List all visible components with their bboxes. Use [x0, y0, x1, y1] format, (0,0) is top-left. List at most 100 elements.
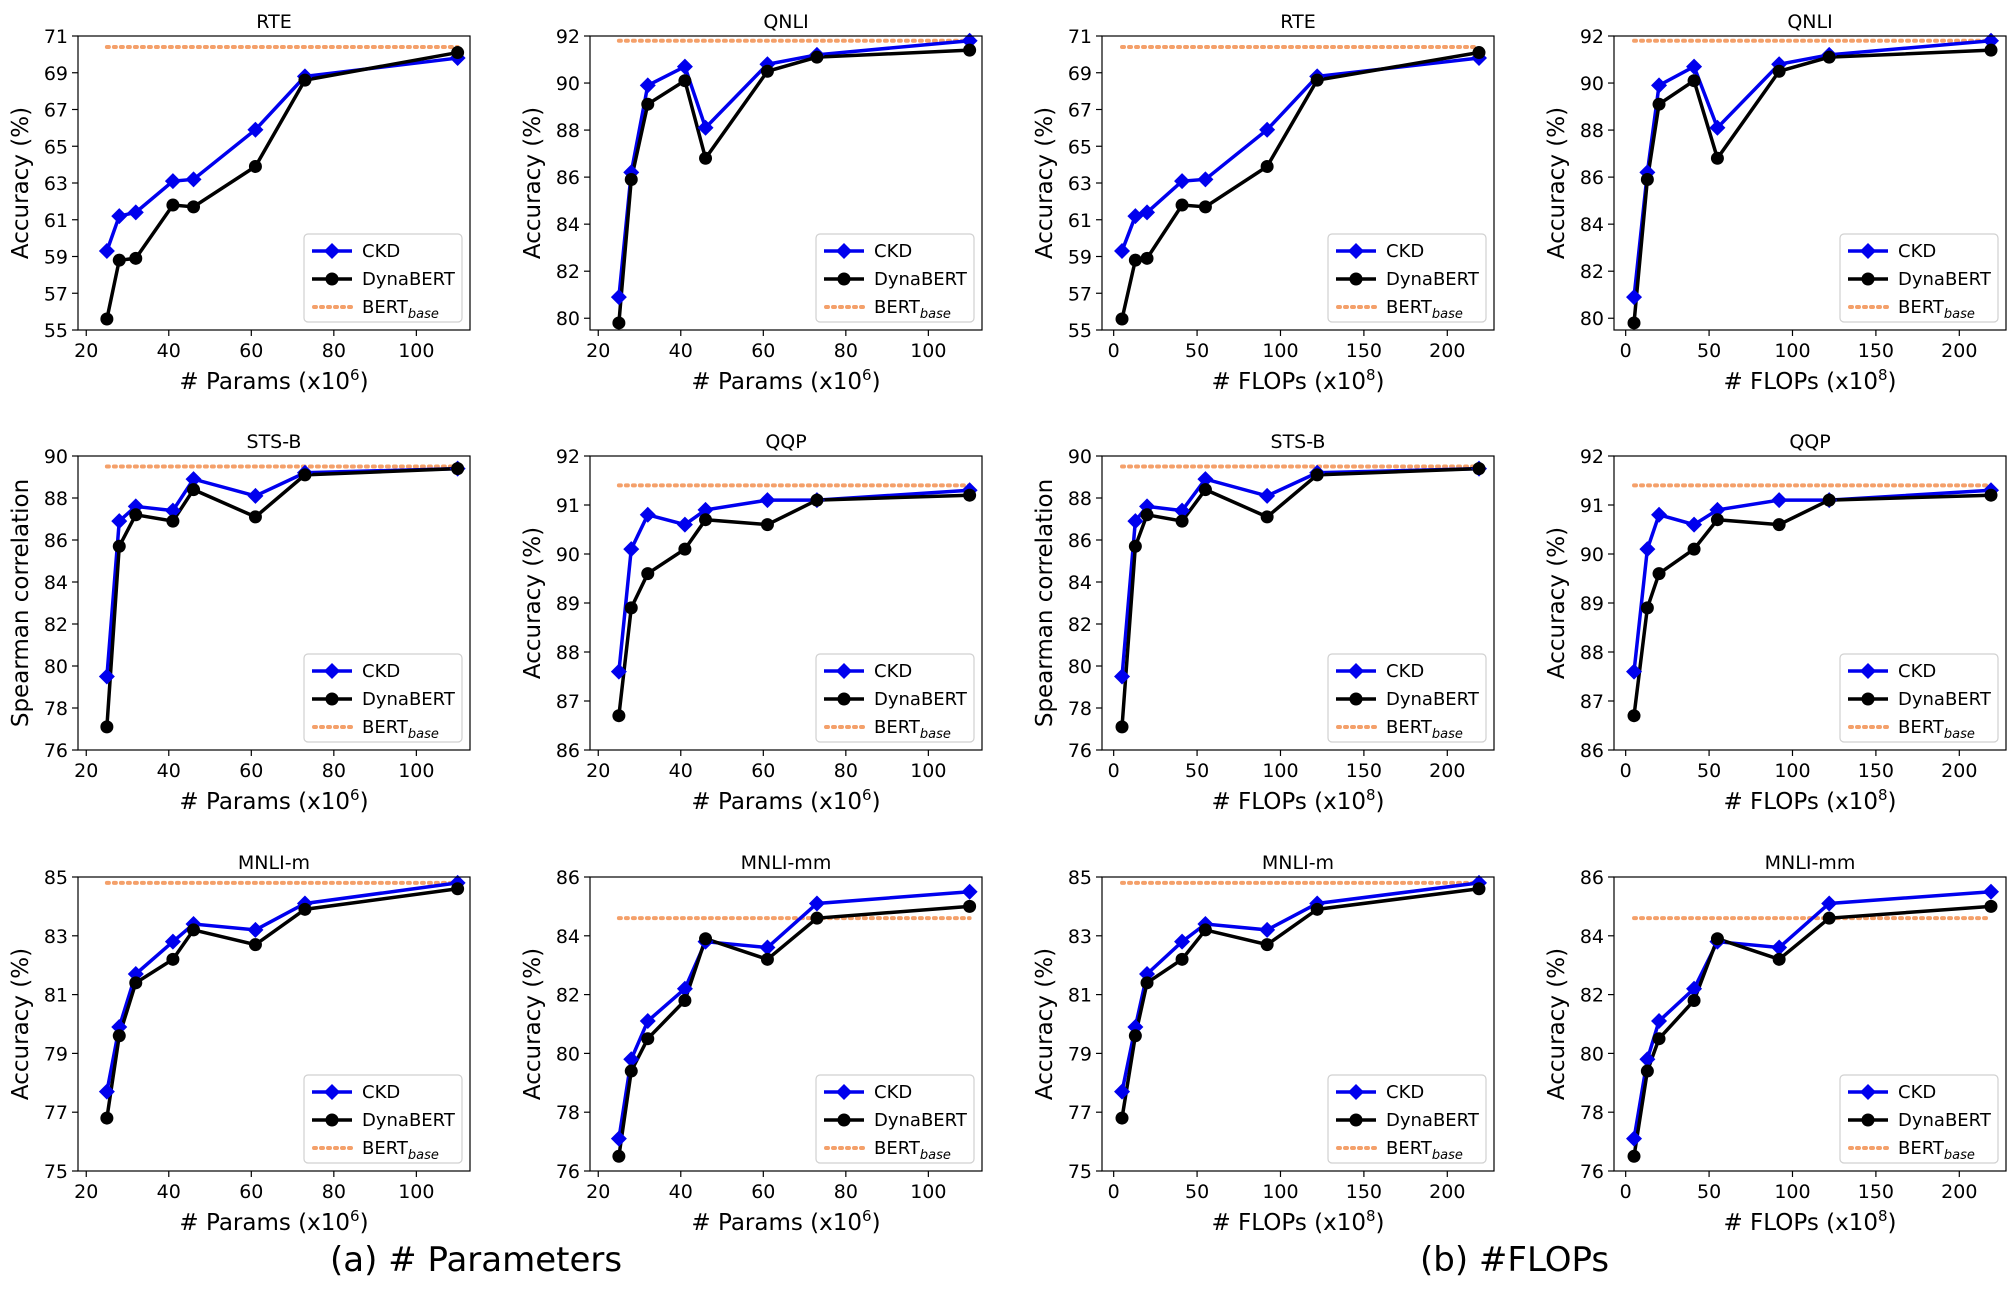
legend: CKD DynaBERT BERTbase	[815, 233, 975, 323]
legend-box	[1839, 233, 1999, 323]
y-tick-label: 76	[1580, 1161, 1604, 1183]
plot-frame	[1101, 35, 1495, 331]
legend-ckd-label: CKD	[362, 661, 400, 682]
y-axis-label: Spearman correlation	[8, 479, 34, 727]
dynabert-point	[1710, 932, 1724, 946]
ckd-point	[623, 1051, 640, 1068]
ckd-point	[610, 663, 627, 680]
x-tick-label: 100	[1262, 340, 1298, 362]
y-tick-label: 86	[1580, 167, 1604, 189]
legend-dynabert-label: DynaBERT	[874, 689, 968, 710]
y-tick-label: 88	[1580, 642, 1604, 664]
subplot-title: RTE	[256, 11, 291, 33]
legend-ckd-label: CKD	[362, 241, 400, 262]
ckd-point	[676, 980, 693, 997]
ckd-point	[1197, 171, 1214, 188]
legend-dynabert-marker	[837, 1113, 851, 1127]
ckd-point	[98, 668, 115, 685]
legend-ckd-marker	[1860, 243, 1876, 259]
ckd-point	[1114, 668, 1131, 685]
y-tick-label: 90	[44, 446, 68, 468]
dynabert-point	[963, 43, 977, 57]
dynabert-point	[1772, 952, 1786, 966]
plot-frame	[589, 876, 983, 1172]
x-axis-label: # FLOPs (x108)	[1211, 1207, 1384, 1236]
legend-box	[815, 653, 975, 743]
y-tick-label: 89	[556, 593, 580, 615]
ckd-point	[164, 173, 181, 190]
legend-box	[1327, 1074, 1487, 1164]
ckd-point	[1709, 501, 1726, 518]
dynabert-point	[810, 50, 824, 64]
legend-box	[1839, 653, 1999, 743]
legend-dynabert-label: DynaBERT	[1386, 269, 1480, 290]
dynabert-point	[1175, 198, 1189, 212]
dynabert-point	[248, 159, 262, 173]
y-tick-label: 61	[44, 210, 68, 232]
y-tick-label: 82	[1068, 614, 1092, 636]
y-tick-label: 86	[1580, 867, 1604, 889]
x-tick-label: 40	[669, 1181, 693, 1203]
y-tick-label: 55	[1068, 320, 1092, 342]
dynabert-point	[1687, 993, 1701, 1007]
ckd-point	[639, 506, 656, 523]
y-axis-label: Accuracy (%)	[8, 948, 34, 1100]
y-tick-label: 86	[1580, 740, 1604, 762]
ckd-point	[759, 492, 776, 509]
y-tick-label: 84	[556, 214, 580, 236]
y-tick-label: 57	[1068, 283, 1092, 305]
y-tick-label: 59	[44, 247, 68, 269]
dynabert-point	[298, 73, 312, 87]
x-tick-label: 100	[1262, 760, 1298, 782]
legend-dynabert-label: DynaBERT	[1386, 689, 1480, 710]
y-tick-label: 79	[1068, 1043, 1092, 1065]
dynabert-point	[1310, 902, 1324, 916]
y-tick-label: 92	[1580, 446, 1604, 468]
y-axis-label: Accuracy (%)	[520, 948, 546, 1100]
y-tick-label: 84	[556, 926, 580, 948]
legend-ckd-marker	[836, 1084, 852, 1100]
legend: CKD DynaBERT BERTbase	[815, 653, 975, 743]
y-tick-label: 84	[1580, 214, 1604, 236]
subplot-mnli-m-flops: MNLI-m 75 77 79 81 83 85 0 50 100 150 200 # FLOPs (x…	[1032, 852, 1495, 1236]
dynabert-point	[641, 1032, 655, 1046]
x-tick-label: 0	[1108, 760, 1120, 782]
legend-dynabert-label: DynaBERT	[1898, 269, 1992, 290]
x-axis-label: # FLOPs (x108)	[1723, 786, 1896, 815]
plot-frame	[1101, 876, 1495, 1172]
subplot-sts-b-params: STS-B 76 78 80 82 84 86 88 90 20 40 60 80 100 # Params…	[8, 431, 471, 815]
legend-bert-label: BERTbase	[1386, 297, 1463, 322]
dynabert-point	[1175, 952, 1189, 966]
dynabert-point	[1128, 539, 1142, 553]
y-tick-label: 76	[1068, 740, 1092, 762]
legend-box	[1327, 653, 1487, 743]
legend-ckd-label: CKD	[1386, 241, 1424, 262]
x-tick-label: 0	[1620, 1181, 1632, 1203]
y-tick-label: 86	[556, 867, 580, 889]
ckd-point	[1114, 1083, 1131, 1100]
subplot-qnli-params: QNLI 80 82 84 86 88 90 92 20 40 60 80 100 # Params (x…	[520, 11, 983, 395]
ckd-point	[1639, 1051, 1656, 1068]
ckd-point	[1174, 502, 1191, 519]
dynabert-point	[1984, 43, 1998, 57]
y-tick-label: 65	[44, 136, 68, 158]
dynabert-point	[612, 1149, 626, 1163]
dynabert-point	[760, 518, 774, 532]
y-tick-label: 55	[44, 320, 68, 342]
legend-dynabert-marker	[1861, 272, 1875, 286]
ckd-point	[247, 121, 264, 138]
ckd-point	[98, 1083, 115, 1100]
ckd-point	[1626, 1130, 1643, 1147]
y-tick-label: 80	[1068, 656, 1092, 678]
x-tick-label: 50	[1697, 760, 1721, 782]
legend-dynabert-marker	[837, 692, 851, 706]
ckd-point	[697, 119, 714, 136]
legend-bert-label: BERTbase	[874, 297, 951, 322]
dynabert-point	[451, 462, 465, 476]
ckd-point	[639, 77, 656, 94]
ckd-point	[1651, 1013, 1668, 1030]
ckd-line	[1120, 56, 1480, 252]
subplot-title: STS-B	[247, 431, 302, 453]
ckd-point	[1821, 895, 1838, 912]
y-axis-label: Spearman correlation	[1032, 479, 1058, 727]
